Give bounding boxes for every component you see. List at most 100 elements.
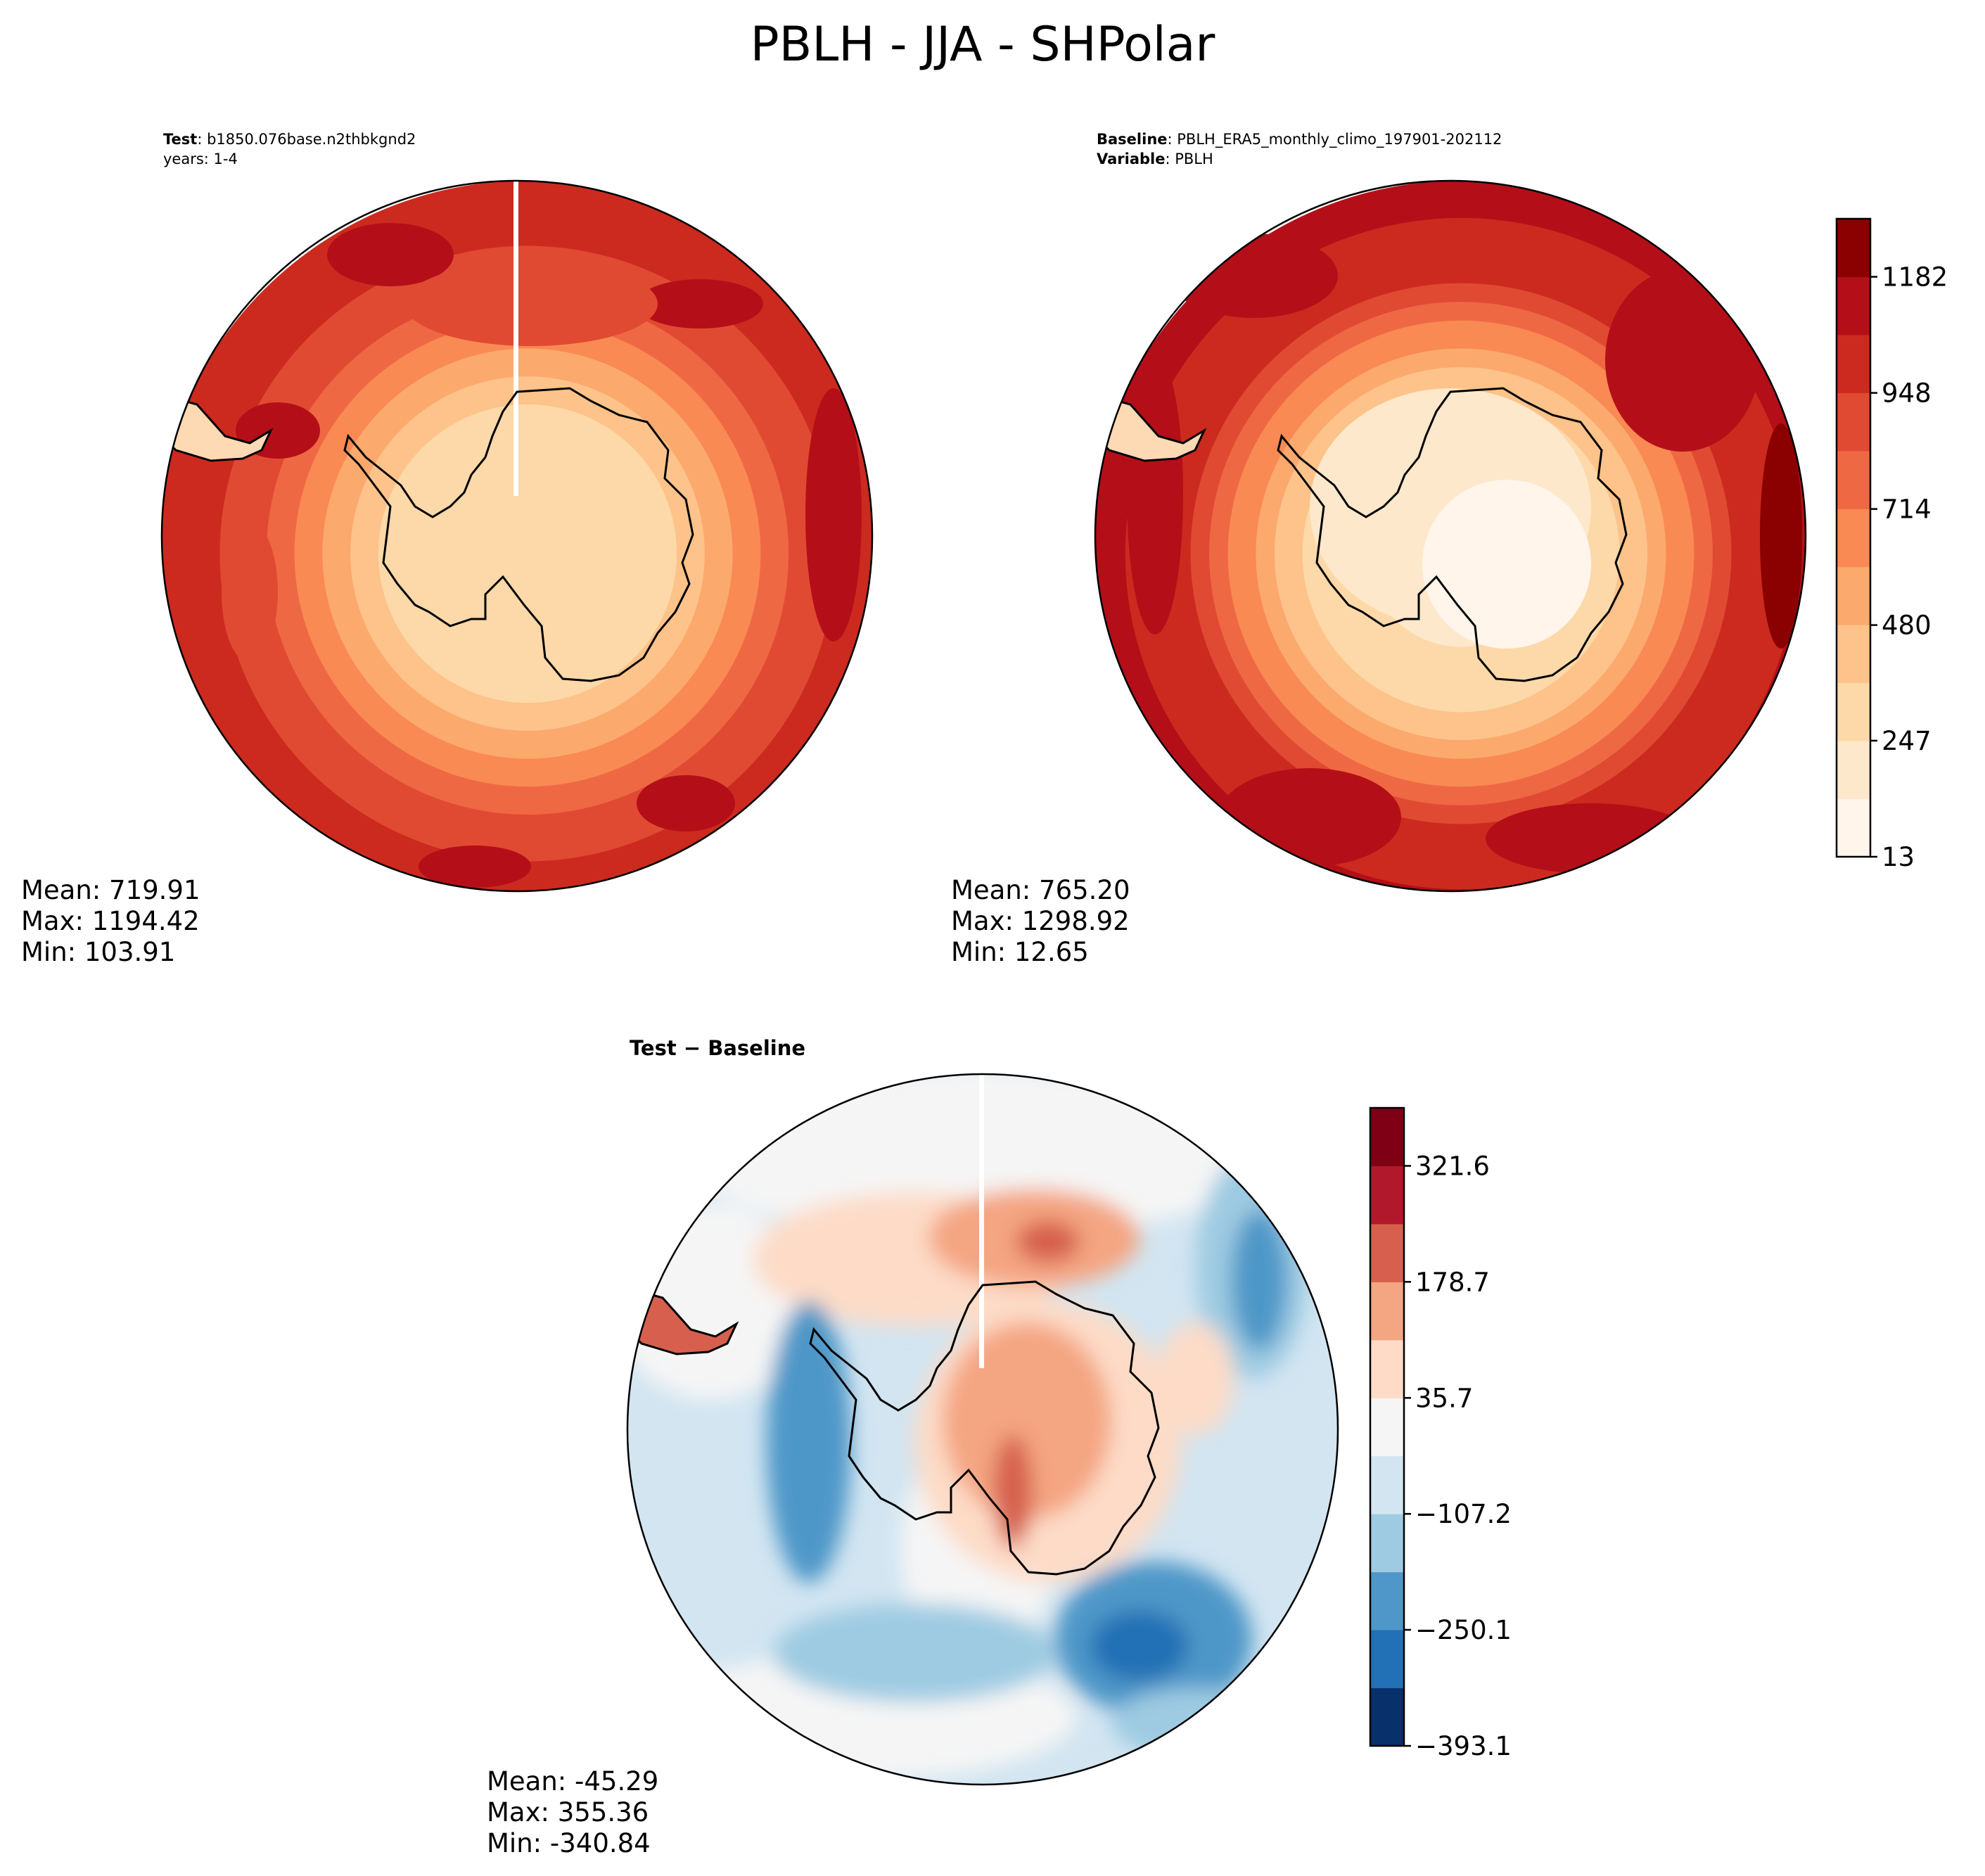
baseline-meta-line-2: Variable: PBLH: [1097, 151, 1213, 167]
baseline-variable-key: Variable: [1097, 151, 1165, 167]
diff-blue-sw: [774, 1604, 1055, 1702]
cbar-main-level-2: [1837, 682, 1870, 741]
cbar-main-tick-label-2: 480: [1882, 611, 1932, 641]
test-dateline-gap: [513, 181, 518, 496]
cbar-diff-tick-label-5: 321.6: [1415, 1151, 1490, 1181]
test-meta-line-1: Test: b1850.076base.n2thbkgnd2: [163, 131, 416, 148]
cbar-main-level-3: [1837, 625, 1870, 684]
diff-antarctica-coast: [809, 1280, 1160, 1576]
diff-red-antarctica: [993, 1435, 1033, 1548]
test-mean: Mean: 719.91: [21, 875, 200, 905]
baseline-map-border: [1094, 179, 1807, 893]
blobs-base-blob-1: [1605, 269, 1760, 452]
cbar-diff-level-4: [1370, 1455, 1404, 1514]
diff-darkblue-se: [1090, 1611, 1189, 1681]
blobs-base-blob-0: [1169, 234, 1338, 318]
baseline-variable-value: : PBLH: [1165, 151, 1213, 167]
blobs-test-blob-7: [222, 522, 278, 663]
test-meta-key: Test: [163, 131, 197, 148]
test-meta-line-2: years: 1-4: [163, 151, 238, 167]
cbar-main-level-8: [1837, 334, 1870, 393]
baseline-max: Max: 1298.92: [951, 906, 1130, 936]
test-field-rings: [162, 181, 872, 891]
cbar-main-level-1: [1837, 741, 1870, 800]
cbar-diff-level-5: [1370, 1398, 1404, 1457]
cbar-diff-level-10: [1370, 1108, 1404, 1166]
difference-max: Max: 355.36: [487, 1797, 649, 1827]
figure-title: PBLH - JJA - SHPolar: [751, 17, 1215, 72]
difference-title: Test − Baseline: [630, 1036, 805, 1060]
cbar-main-level-7: [1837, 393, 1870, 452]
baseline-antarctica-coast: [1277, 387, 1628, 682]
cbar-diff-level-9: [1370, 1166, 1404, 1225]
baseline-meta-value: : PBLH_ERA5_monthly_climo_197901-202112: [1168, 131, 1502, 148]
test-map-border: [160, 179, 874, 893]
diff-blue-west-arc: [767, 1301, 851, 1583]
baseline-meta-line-1: Baseline: PBLH_ERA5_monthly_climo_197901…: [1097, 131, 1502, 148]
blobs-test-blob-1: [637, 279, 763, 328]
blobs-test-blob-5: [637, 775, 735, 831]
main-colorbar: 13 247 480 714 948 1182: [1835, 217, 1948, 872]
blobs-base-blob-2: [1760, 423, 1802, 649]
rings-test-ring-1: [518, 544, 537, 563]
cbar-diff-tick-label-1: −250.1: [1415, 1615, 1512, 1645]
blobs-base-blob-7: [1422, 480, 1591, 649]
cbar-main-tick-label-5: 1182: [1882, 262, 1948, 293]
baseline-mean: Mean: 765.20: [951, 875, 1130, 905]
cbar-main-level-5: [1837, 509, 1870, 568]
diff-pink-east: [1157, 1322, 1234, 1435]
baseline-map: [1095, 181, 1806, 891]
blobs-base-blob-5: [1127, 353, 1183, 634]
cbar-main-tick-label-1: 247: [1882, 726, 1932, 756]
cbar-main-level-0: [1837, 798, 1870, 857]
blobs-base-blob-3: [1218, 768, 1401, 867]
blobs-test-blob-2: [805, 388, 862, 642]
difference-map-border: [626, 1073, 1339, 1786]
cbar-main-tick-label-3: 714: [1882, 494, 1932, 525]
cbar-main-level-6: [1837, 450, 1870, 509]
difference-colorbar: −393.1 −250.1 −107.2 35.7 178.7 321.6: [1369, 1106, 1512, 1761]
cbar-main-tick-label-0: 13: [1882, 842, 1915, 872]
difference-mean: Mean: -45.29: [487, 1766, 658, 1797]
baseline-meta-key: Baseline: [1097, 131, 1168, 148]
cbar-diff-level-3: [1370, 1514, 1404, 1573]
difference-min: Min: -340.84: [487, 1828, 651, 1858]
cbar-diff-tick-label-0: −393.1: [1415, 1731, 1512, 1761]
baseline-panel: Baseline: PBLH_ERA5_monthly_climo_197901…: [951, 131, 1948, 967]
cbar-diff-level-6: [1370, 1339, 1404, 1398]
diff-blue-south-core: [1111, 1688, 1280, 1759]
baseline-min: Min: 12.65: [951, 937, 1089, 967]
blobs-test-blob-6: [404, 262, 658, 346]
diff-field: [627, 1074, 1308, 1780]
cbar-diff-level-7: [1370, 1282, 1404, 1341]
cbar-diff-tick-label-4: 178.7: [1415, 1267, 1490, 1297]
blobs-test-blob-3: [419, 846, 531, 888]
test-panel: Test: b1850.076base.n2thbkgnd2 years: 1-…: [21, 131, 874, 967]
diff-white-band-north: [682, 1074, 1273, 1238]
difference-map: [627, 1074, 1338, 1785]
diff-red-north: [1016, 1220, 1080, 1263]
baseline-field-blobs: [1127, 234, 1802, 874]
test-min: Min: 103.91: [21, 937, 175, 967]
test-meta-value: : b1850.076base.n2thbkgnd2: [197, 131, 416, 148]
difference-panel: Test − Baseline: [487, 1036, 1512, 1858]
test-map: [162, 181, 872, 891]
diff-salmon-antarctica: [943, 1322, 1111, 1519]
cbar-diff-level-1: [1370, 1630, 1404, 1689]
cbar-diff-frame: [1369, 1106, 1405, 1747]
cbar-diff-tick-label-2: −107.2: [1415, 1499, 1512, 1529]
cbar-diff-level-0: [1370, 1687, 1404, 1747]
diff-dateline-gap: [979, 1074, 984, 1368]
cbar-diff-tick-label-3: 35.7: [1415, 1383, 1473, 1413]
cbar-main-level-4: [1837, 566, 1870, 625]
cbar-diff-level-2: [1370, 1571, 1404, 1631]
cbar-main-level-10: [1837, 219, 1870, 277]
test-antarctica-coast: [343, 387, 694, 682]
test-max: Max: 1194.42: [21, 906, 200, 936]
cbar-main-tick-label-4: 948: [1882, 378, 1932, 409]
cbar-main-frame: [1835, 217, 1872, 858]
cbar-diff-level-8: [1370, 1223, 1404, 1282]
blobs-test-blob-0: [327, 223, 454, 286]
cbar-main-level-9: [1837, 276, 1870, 336]
